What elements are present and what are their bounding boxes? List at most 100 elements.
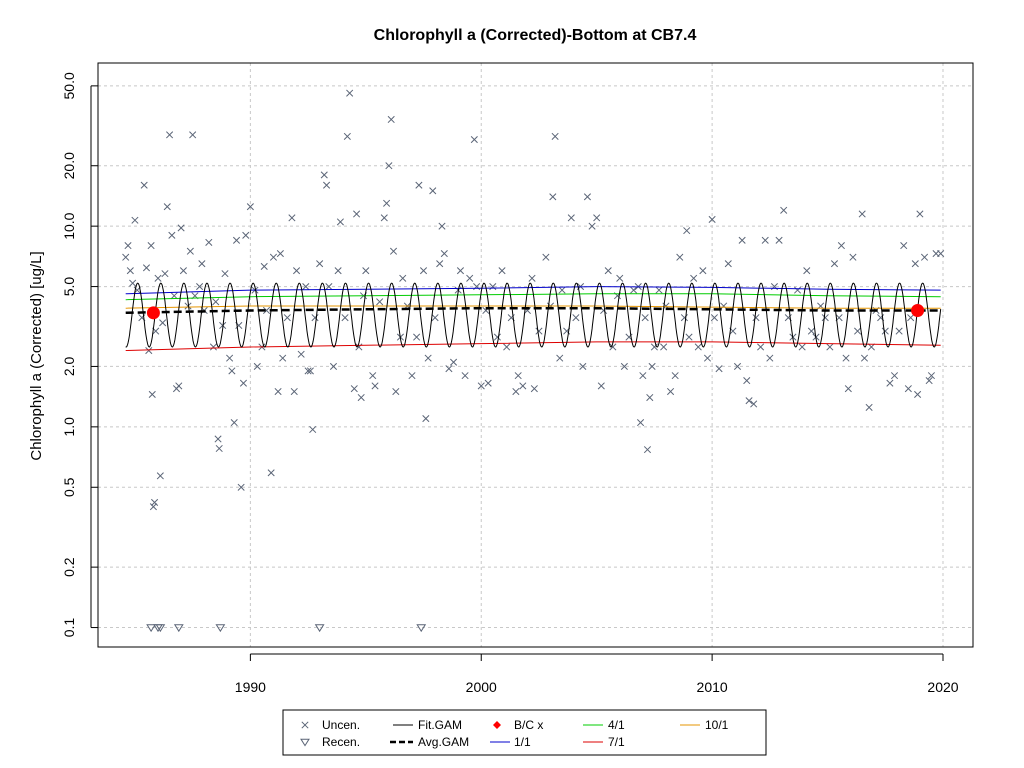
uncensored-point <box>715 365 723 373</box>
uncensored-point <box>325 283 333 291</box>
uncensored-point <box>821 314 829 322</box>
uncensored-point <box>122 253 130 261</box>
uncensored-point <box>154 274 162 282</box>
uncensored-point <box>408 372 416 380</box>
uncensored-point <box>214 435 222 443</box>
uncensored-point <box>215 444 223 453</box>
uncensored-point <box>140 181 148 189</box>
uncensored-point <box>237 483 245 491</box>
uncensored-point <box>708 215 716 223</box>
uncensored-point <box>329 362 338 370</box>
uncensored-point <box>842 354 850 362</box>
uncensored-point <box>676 253 684 261</box>
uncensored-point <box>503 343 511 351</box>
uncensored-point <box>588 222 596 230</box>
uncensored-point <box>927 372 935 380</box>
uncensored-point <box>671 372 679 380</box>
uncensored-point <box>357 393 365 402</box>
uncensored-point <box>212 298 220 306</box>
uncensored-point <box>775 236 783 244</box>
uncensored-point <box>389 247 398 255</box>
y-tick-label: 1.0 <box>61 417 77 437</box>
uncensored-point <box>690 274 698 282</box>
legend-avg-gam-label: Avg.GAM <box>418 735 469 749</box>
uncensored-point <box>306 367 314 375</box>
uncensored-point <box>583 193 591 201</box>
uncensored-point <box>440 250 448 258</box>
x-axis: 1990 2000 2010 2020 <box>235 653 959 695</box>
uncensored-point <box>528 274 536 282</box>
uncensored-point <box>399 274 407 282</box>
recensored-point <box>314 624 325 633</box>
uncensored-point <box>205 238 213 246</box>
uncensored-point <box>283 314 291 322</box>
uncensored-point <box>660 343 668 351</box>
y-tick-label: 2.0 <box>61 356 77 376</box>
uncensored-point <box>304 367 312 375</box>
uncensored-point <box>593 214 601 222</box>
uncensored-point <box>343 132 351 140</box>
legend-box <box>282 709 767 756</box>
uncensored-point <box>484 379 492 387</box>
uncensored-point <box>288 214 296 222</box>
uncensored-point <box>166 131 174 139</box>
uncensored-point <box>320 171 328 179</box>
uncensored-point <box>413 333 421 341</box>
uncensored-point <box>493 333 501 341</box>
uncensored-point <box>371 382 379 390</box>
recensored-point <box>146 624 157 633</box>
uncensored-point <box>916 210 924 218</box>
avg-gam-line <box>125 306 941 315</box>
uncensored-point <box>239 379 248 387</box>
uncensored-point <box>757 343 765 351</box>
uncensored-point <box>267 469 275 477</box>
uncensored-point <box>177 224 185 232</box>
uncensored-point <box>512 387 520 396</box>
uncensored-point <box>276 250 284 258</box>
legend-date-label-7-1: 7/1 <box>608 735 625 749</box>
x-tick-label: 2020 <box>927 679 958 695</box>
uncensored-point <box>849 253 857 261</box>
uncensored-point <box>274 387 282 396</box>
uncensored-point <box>362 267 370 275</box>
y-tick-label: 0.2 <box>61 557 77 577</box>
uncensored-point <box>419 267 428 275</box>
uncensored-point <box>844 385 852 393</box>
uncensored-point <box>530 385 538 393</box>
uncensored-point <box>766 354 774 362</box>
uncensored-point <box>793 286 802 294</box>
uncensored-point <box>743 377 751 385</box>
uncensored-point <box>750 400 758 408</box>
uncensored-point <box>355 343 363 351</box>
uncensored-point <box>449 358 458 366</box>
uncensored-point <box>334 267 342 275</box>
y-tick-label: 5.0 <box>61 277 77 297</box>
uncensored-point <box>466 274 474 282</box>
uncensored-point <box>519 382 527 390</box>
y-tick-label: 10.0 <box>61 212 77 239</box>
recensored-point <box>416 624 427 633</box>
uncensored-point <box>860 354 869 362</box>
uncensored-point <box>346 89 354 97</box>
legend-recensored-label: Recen. <box>322 735 360 749</box>
uncensored-point <box>336 218 344 226</box>
legend-fit-gam-label: Fit.GAM <box>418 718 462 732</box>
uncensored-point <box>920 253 929 261</box>
uncensored-point <box>572 314 580 322</box>
uncensored-point <box>126 267 134 275</box>
uncensored-point <box>667 387 675 396</box>
uncensored-point <box>232 236 241 244</box>
uncensored-point <box>558 286 566 294</box>
uncensored-point <box>376 298 384 306</box>
y-tick-label: 50.0 <box>61 72 77 99</box>
uncensored-point <box>184 302 192 310</box>
y-tick-label: 0.5 <box>61 477 77 497</box>
uncensored-point <box>837 242 845 250</box>
uncensored-point <box>445 365 453 373</box>
uncensored-point <box>456 267 465 275</box>
uncensored-point <box>149 503 157 511</box>
uncensored-point <box>422 414 430 423</box>
legend-date-label-4-1: 4/1 <box>608 718 625 732</box>
uncensored-point <box>269 253 278 261</box>
uncensored-point <box>683 227 691 235</box>
